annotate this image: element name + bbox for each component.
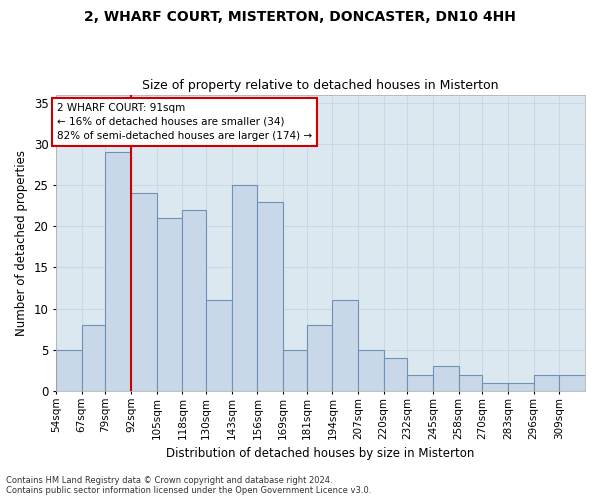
Bar (182, 210, 206, 391)
Bar (131, 194, 157, 391)
Y-axis label: Number of detached properties: Number of detached properties (15, 150, 28, 336)
Bar (433, 366, 458, 391)
Bar (458, 374, 482, 391)
Bar (257, 202, 283, 391)
Text: 2 WHARF COURT: 91sqm
← 16% of detached houses are smaller (34)
82% of semi-detac: 2 WHARF COURT: 91sqm ← 16% of detached h… (57, 103, 312, 141)
Bar (283, 350, 307, 391)
Text: Contains HM Land Registry data © Crown copyright and database right 2024.
Contai: Contains HM Land Registry data © Crown c… (6, 476, 371, 495)
Text: 2, WHARF COURT, MISTERTON, DONCASTER, DN10 4HH: 2, WHARF COURT, MISTERTON, DONCASTER, DN… (84, 10, 516, 24)
Bar (307, 325, 332, 391)
Bar (82, 325, 106, 391)
Bar (332, 300, 358, 391)
Bar (56, 350, 82, 391)
Bar (157, 218, 182, 391)
Bar (482, 383, 508, 391)
Bar (508, 383, 533, 391)
X-axis label: Distribution of detached houses by size in Misterton: Distribution of detached houses by size … (166, 447, 475, 460)
Bar (232, 185, 257, 391)
Bar (106, 152, 131, 391)
Bar (206, 300, 232, 391)
Title: Size of property relative to detached houses in Misterton: Size of property relative to detached ho… (142, 79, 499, 92)
Bar (407, 374, 433, 391)
Bar (383, 358, 407, 391)
Bar (559, 374, 585, 391)
Bar (358, 350, 383, 391)
Bar (533, 374, 559, 391)
